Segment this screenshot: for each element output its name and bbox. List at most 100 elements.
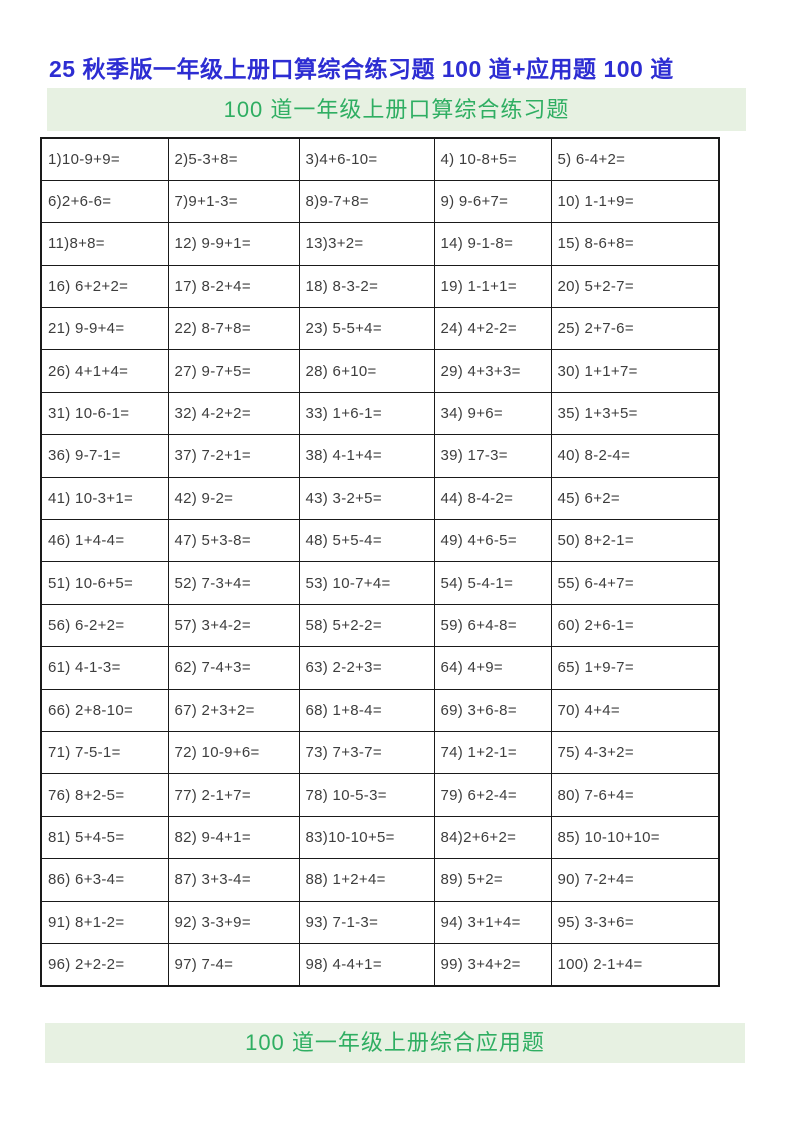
problem-cell: 6)2+6-6= — [40, 179, 169, 224]
problem-cell: 100) 2-1+4= — [550, 942, 720, 987]
problem-cell: 56) 6-2+2= — [40, 603, 169, 648]
problem-cell: 8)9-7+8= — [298, 179, 435, 224]
problem-cell: 45) 6+2= — [550, 476, 720, 521]
problem-cell: 4) 10-8+5= — [433, 137, 552, 181]
problem-cell: 88) 1+2+4= — [298, 858, 435, 902]
section-heading-oral-practice: 100 道一年级上册口算综合练习题 — [47, 88, 746, 131]
problem-cell: 13)3+2= — [298, 222, 435, 266]
problem-cell: 43) 3-2+5= — [298, 476, 435, 521]
problem-cell: 66) 2+8-10= — [40, 688, 169, 732]
problem-cell: 26) 4+1+4= — [40, 349, 169, 393]
problem-cell: 76) 8+2-5= — [40, 773, 169, 817]
problem-cell: 50) 8+2-1= — [550, 519, 720, 563]
problem-cell: 68) 1+8-4= — [298, 688, 435, 732]
problem-cell: 32) 4-2+2= — [167, 391, 300, 436]
problem-cell: 64) 4+9= — [433, 646, 552, 690]
problems-row: 21) 9-9+4= 22) 8-7+8= 23) 5-5+4= 24) 4+2-2=… — [40, 307, 720, 351]
problem-cell: 14) 9-1-8= — [433, 222, 552, 266]
problem-cell: 57) 3+4-2= — [167, 603, 300, 648]
problem-cell: 48) 5+5-4= — [298, 519, 435, 563]
problem-cell: 85) 10-10+10= — [550, 815, 720, 860]
problem-cell: 37) 7-2+1= — [167, 434, 300, 478]
problem-cell: 53) 10-7+4= — [298, 561, 435, 605]
problems-row: 61) 4-1-3= 62) 7-4+3= 63) 2-2+3= 64) 4+9= 65… — [40, 646, 720, 690]
problem-cell: 31) 10-6-1= — [40, 391, 169, 436]
problem-cell: 42) 9-2= — [167, 476, 300, 521]
problem-cell: 73) 7+3-7= — [298, 730, 435, 775]
problems-row: 51) 10-6+5= 52) 7-3+4= 53) 10-7+4= 54) 5-4-… — [40, 561, 720, 605]
problems-row: 56) 6-2+2= 57) 3+4-2= 58) 5+2-2= 59) 6+4-8=… — [40, 603, 720, 648]
problem-cell: 46) 1+4-4= — [40, 519, 169, 563]
problems-table-body: 1)10-9+9= 2)5-3+8= 3)4+6-10= 4) 10-8+5= 5) 6… — [40, 137, 720, 987]
problem-cell: 92) 3-3+9= — [167, 900, 300, 944]
problem-cell: 81) 5+4-5= — [40, 815, 169, 860]
problems-row: 81) 5+4-5= 82) 9-4+1= 83)10-10+5= 84)2+6+2=… — [40, 815, 720, 860]
problem-cell: 38) 4-1+4= — [298, 434, 435, 478]
problem-cell: 22) 8-7+8= — [167, 307, 300, 351]
problem-cell: 35) 1+3+5= — [550, 391, 720, 436]
problem-cell: 25) 2+7-6= — [550, 307, 720, 351]
problem-cell: 98) 4-4+1= — [298, 942, 435, 987]
problem-cell: 82) 9-4+1= — [167, 815, 300, 860]
problems-row: 86) 6+3-4= 87) 3+3-4= 88) 1+2+4= 89) 5+2= 90… — [40, 858, 720, 902]
problems-row: 46) 1+4-4= 47) 5+3-8= 48) 5+5-4= 49) 4+6-5=… — [40, 519, 720, 563]
problem-cell: 40) 8-2-4= — [550, 434, 720, 478]
problem-cell: 44) 8-4-2= — [433, 476, 552, 521]
problems-table: 1)10-9+9= 2)5-3+8= 3)4+6-10= 4) 10-8+5= 5) 6… — [40, 137, 720, 987]
problem-cell: 20) 5+2-7= — [550, 264, 720, 309]
problem-cell: 2)5-3+8= — [167, 137, 300, 181]
problem-cell: 12) 9-9+1= — [167, 222, 300, 266]
problem-cell: 24) 4+2-2= — [433, 307, 552, 351]
problem-cell: 93) 7-1-3= — [298, 900, 435, 944]
problem-cell: 30) 1+1+7= — [550, 349, 720, 393]
problem-cell: 34) 9+6= — [433, 391, 552, 436]
problem-cell: 97) 7-4= — [167, 942, 300, 987]
problem-cell: 28) 6+10= — [298, 349, 435, 393]
problem-cell: 79) 6+2-4= — [433, 773, 552, 817]
problem-cell: 47) 5+3-8= — [167, 519, 300, 563]
document-title: 25 秋季版一年级上册口算综合练习题 100 道+应用题 100 道 — [49, 56, 674, 82]
problem-cell: 90) 7-2+4= — [550, 858, 720, 902]
problem-cell: 62) 7-4+3= — [167, 646, 300, 690]
problem-cell: 60) 2+6-1= — [550, 603, 720, 648]
problems-row: 1)10-9+9= 2)5-3+8= 3)4+6-10= 4) 10-8+5= 5) 6… — [40, 137, 720, 181]
problem-cell: 65) 1+9-7= — [550, 646, 720, 690]
problem-cell: 5) 6-4+2= — [550, 137, 720, 181]
problem-cell: 33) 1+6-1= — [298, 391, 435, 436]
problem-cell: 86) 6+3-4= — [40, 858, 169, 902]
problem-cell: 84)2+6+2= — [433, 815, 552, 860]
problem-cell: 41) 10-3+1= — [40, 476, 169, 521]
problem-cell: 27) 9-7+5= — [167, 349, 300, 393]
problem-cell: 16) 6+2+2= — [40, 264, 169, 309]
problems-row: 91) 8+1-2= 92) 3-3+9= 93) 7-1-3= 94) 3+1+4=… — [40, 900, 720, 944]
problem-cell: 19) 1-1+1= — [433, 264, 552, 309]
problems-row: 26) 4+1+4= 27) 9-7+5= 28) 6+10= 29) 4+3+3= 3… — [40, 349, 720, 393]
problems-row: 76) 8+2-5= 77) 2-1+7= 78) 10-5-3= 79) 6+2-4… — [40, 773, 720, 817]
problem-cell: 9) 9-6+7= — [433, 179, 552, 224]
problem-cell: 69) 3+6-8= — [433, 688, 552, 732]
problem-cell: 51) 10-6+5= — [40, 561, 169, 605]
problem-cell: 18) 8-3-2= — [298, 264, 435, 309]
problems-row: 96) 2+2-2= 97) 7-4= 98) 4-4+1= 99) 3+4+2= 10… — [40, 942, 720, 987]
problem-cell: 87) 3+3-4= — [167, 858, 300, 902]
problem-cell: 59) 6+4-8= — [433, 603, 552, 648]
section-heading-word-problems-label: 100 道一年级上册综合应用题 — [245, 1030, 545, 1055]
problem-cell: 61) 4-1-3= — [40, 646, 169, 690]
problem-cell: 70) 4+4= — [550, 688, 720, 732]
problem-cell: 83)10-10+5= — [298, 815, 435, 860]
problem-cell: 3)4+6-10= — [298, 137, 435, 181]
problems-row: 31) 10-6-1= 32) 4-2+2= 33) 1+6-1= 34) 9+6= 3… — [40, 391, 720, 436]
problem-cell: 11)8+8= — [40, 222, 169, 266]
problem-cell: 63) 2-2+3= — [298, 646, 435, 690]
problem-cell: 10) 1-1+9= — [550, 179, 720, 224]
problem-cell: 52) 7-3+4= — [167, 561, 300, 605]
problem-cell: 95) 3-3+6= — [550, 900, 720, 944]
problems-row: 66) 2+8-10= 67) 2+3+2= 68) 1+8-4= 69) 3+6-8… — [40, 688, 720, 732]
problem-cell: 67) 2+3+2= — [167, 688, 300, 732]
section-heading-oral-practice-label: 100 道一年级上册口算综合练习题 — [223, 97, 570, 122]
problem-cell: 75) 4-3+2= — [550, 730, 720, 775]
problem-cell: 23) 5-5+4= — [298, 307, 435, 351]
problem-cell: 74) 1+2-1= — [433, 730, 552, 775]
problem-cell: 71) 7-5-1= — [40, 730, 169, 775]
